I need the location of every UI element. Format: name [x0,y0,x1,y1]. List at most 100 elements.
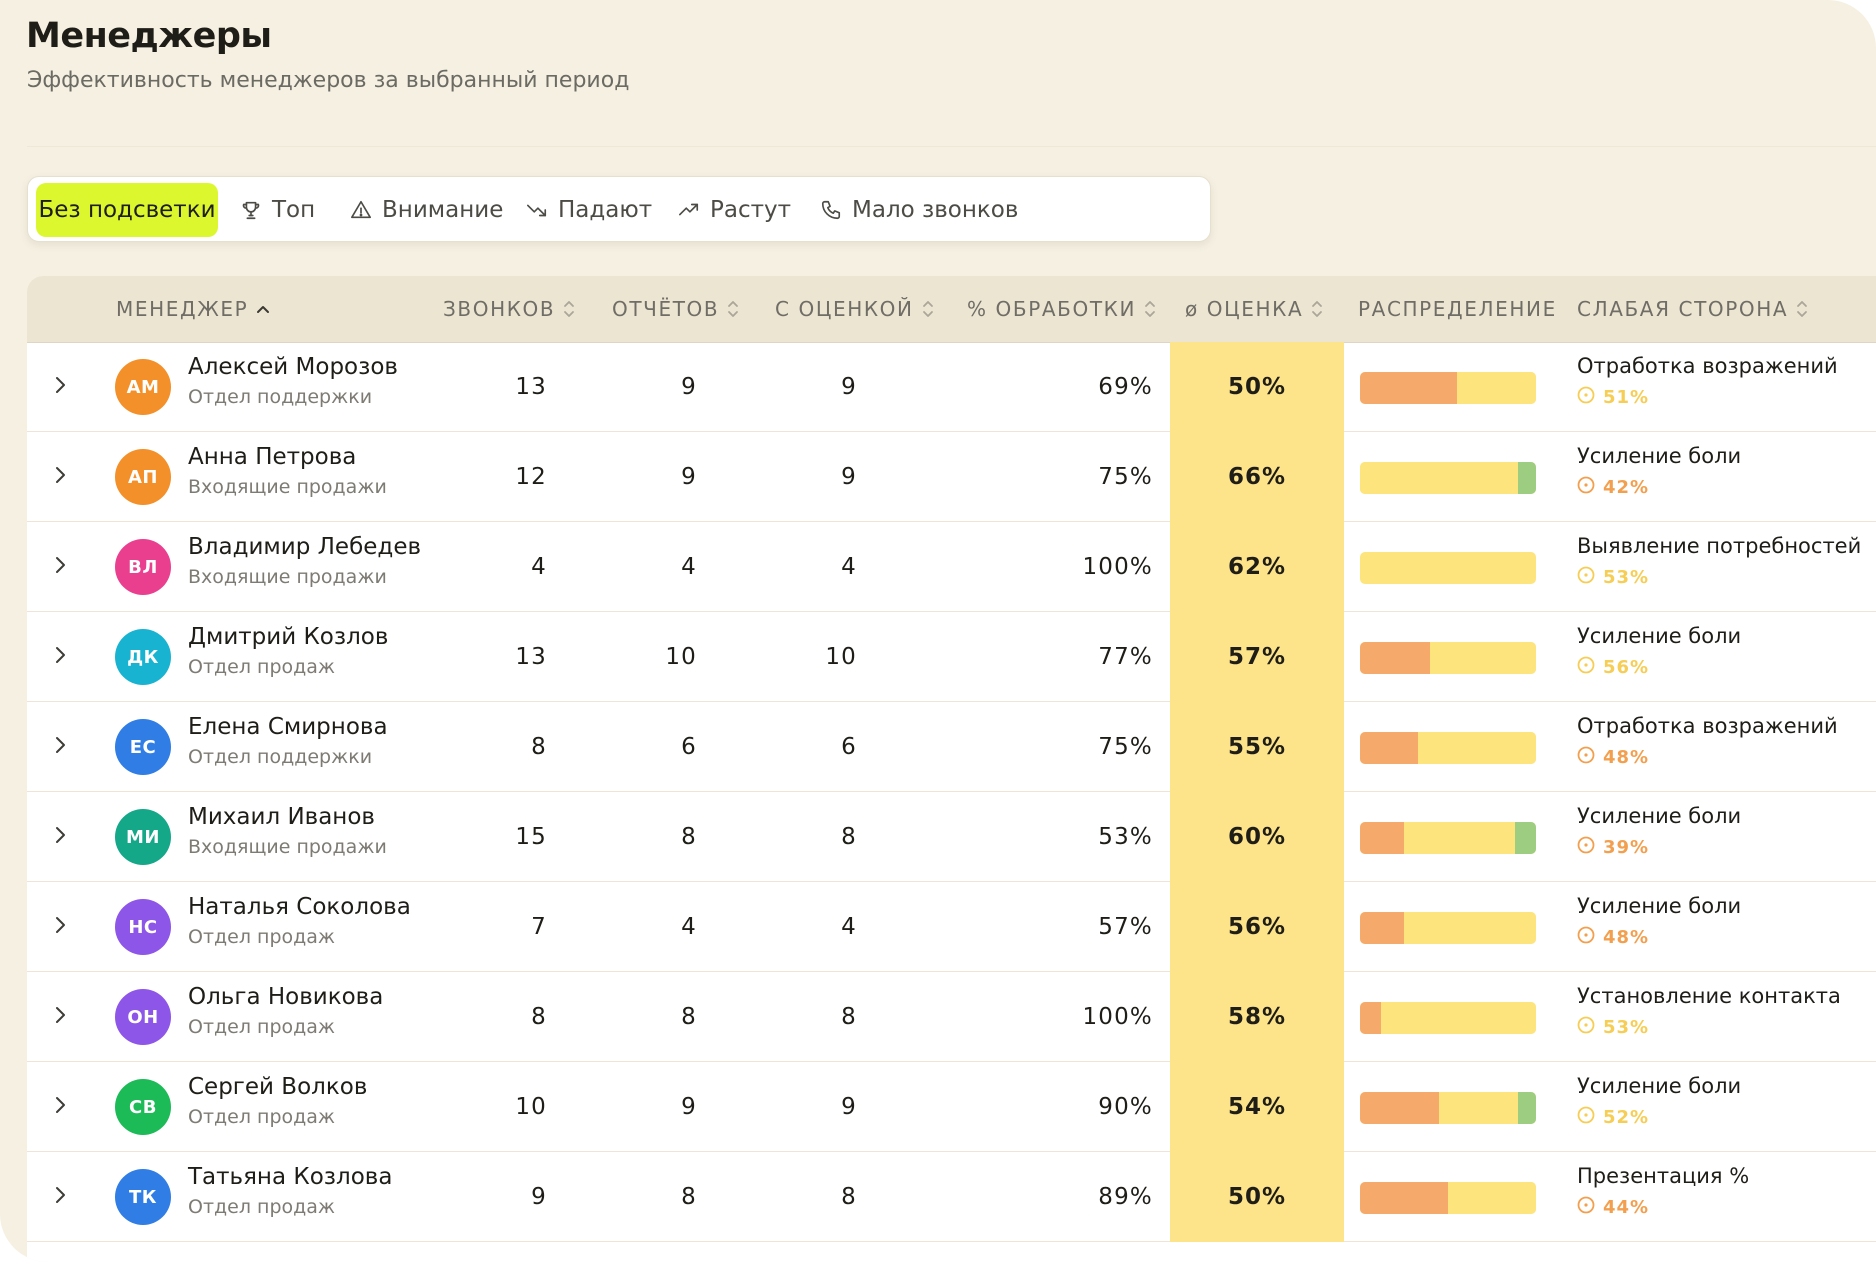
calls-count: 9 [531,1184,547,1210]
column-header-rated[interactable]: С ОЦЕНКОЙ [775,276,934,342]
avg-score-value: 57% [1227,644,1287,670]
column-label: % ОБРАБОТКИ [967,297,1137,321]
weakness-label: Усиление боли [1577,894,1742,918]
calls-count: 12 [515,464,547,490]
page-title: Менеджеры [26,16,272,56]
weakness-percent: 42% [1603,477,1650,498]
table-row[interactable]: ДК Дмитрий Козлов Отдел продаж 13 10 10 77% 57%… [27,612,1876,702]
reports-count: 8 [681,1004,697,1030]
highlight-filter-bar: Без подсветки Топ Внимание Падают Растут [27,176,1211,242]
avg-score: 66% [1170,432,1344,522]
filter-label: Внимание [382,197,504,223]
expand-chevron-icon[interactable] [53,1184,67,1210]
processing-percent: 53% [1098,824,1153,850]
distribution-mid-segment [1439,1092,1519,1124]
manager-name: Ольга Новикова [188,984,384,1010]
avatar-initials: АМ [126,376,160,398]
column-header-weakness[interactable]: СЛАБАЯ СТОРОНА [1577,276,1808,342]
rated-count: 10 [825,644,857,670]
column-label: ø ОЦЕНКА [1185,297,1304,321]
table-row[interactable]: АМ Алексей Морозов Отдел поддержки 13 9 9 69% 5… [27,342,1876,432]
rated-count: 8 [841,824,857,850]
table-row[interactable]: НС Наталья Соколова Отдел продаж 7 4 4 57% 56% У… [27,882,1876,972]
avatar-initials: ОН [127,1006,159,1028]
column-header-calls[interactable]: ЗВОНКОВ [443,276,575,342]
reports-count: 4 [681,914,697,940]
table-row[interactable]: ТК Татьяна Козлова Отдел продаж 9 8 8 89% 50% Пр… [27,1152,1876,1242]
expand-chevron-icon[interactable] [53,1004,67,1030]
distribution-mid-segment [1430,642,1536,674]
distribution-low-segment [1360,912,1404,944]
weakness-label: Отработка возражений [1577,714,1838,738]
table-row[interactable]: ОН Ольга Новикова Отдел продаж 8 8 8 100% 58% Ус… [27,972,1876,1062]
manager-department: Отдел продаж [188,1106,336,1128]
column-label: ЗВОНКОВ [443,297,556,321]
expand-chevron-icon[interactable] [53,824,67,850]
rated-count: 6 [841,734,857,760]
table-row[interactable]: СВ Сергей Волков Отдел продаж 10 9 9 90% 54% Уси… [27,1062,1876,1152]
expand-chevron-icon[interactable] [53,464,67,490]
avatar-initials: АП [128,466,158,488]
distribution-bar [1360,552,1536,584]
processing-percent: 100% [1082,1004,1153,1030]
filter-top[interactable]: Топ [240,183,315,237]
filter-label: Мало звонков [852,197,1019,223]
distribution-low-segment [1360,642,1431,674]
weakness-percent: 56% [1603,657,1650,678]
column-label: ОТЧЁТОВ [612,297,720,321]
filter-attention[interactable]: Внимание [350,183,503,237]
sort-icon [563,300,575,318]
expand-chevron-icon[interactable] [53,644,67,670]
filter-label: Топ [272,197,316,223]
target-icon [1577,566,1595,589]
distribution-mid-segment [1456,372,1536,404]
distribution-mid-segment [1448,1182,1536,1214]
manager-name: Алексей Морозов [188,354,398,380]
expand-chevron-icon[interactable] [53,734,67,760]
weakness-score: 53% [1577,566,1649,589]
distribution-bar [1360,1002,1536,1034]
distribution-low-segment [1360,372,1457,404]
expand-chevron-icon[interactable] [53,374,67,400]
weakness-score: 48% [1577,746,1649,769]
distribution-bar [1360,642,1536,674]
distribution-low-segment [1360,1182,1448,1214]
column-header-distribution: РАСПРЕДЕЛЕНИЕ [1358,276,1557,342]
table-row[interactable]: ЕС Елена Смирнова Отдел поддержки 8 6 6 75% 55%… [27,702,1876,792]
avatar: НС [115,899,171,955]
calls-count: 15 [515,824,547,850]
avatar: ДК [115,629,171,685]
filter-falling[interactable]: Падают [526,183,652,237]
processing-percent: 57% [1098,914,1153,940]
column-header-reports[interactable]: ОТЧЁТОВ [612,276,739,342]
column-header-avg-score[interactable]: ø ОЦЕНКА [1185,276,1323,342]
target-icon [1577,476,1595,499]
column-header-processing[interactable]: % ОБРАБОТКИ [967,276,1156,342]
rated-count: 8 [841,1184,857,1210]
weakness-percent: 48% [1603,927,1650,948]
manager-department: Входящие продажи [188,566,387,588]
avg-score: 55% [1170,702,1344,792]
expand-chevron-icon[interactable] [53,1094,67,1120]
target-icon [1577,1016,1595,1039]
column-header-manager[interactable]: МЕНЕДЖЕР [116,276,270,342]
expand-chevron-icon[interactable] [53,914,67,940]
filter-no-highlight[interactable]: Без подсветки [36,183,218,237]
filter-few-calls[interactable]: Мало звонков [820,183,1018,237]
avg-score-value: 58% [1227,1004,1287,1030]
weakness-score: 56% [1577,656,1649,679]
distribution-bar [1360,822,1536,854]
filter-growing[interactable]: Растут [678,183,791,237]
weakness-percent: 52% [1603,1107,1650,1128]
avatar-initials: ТК [129,1186,157,1208]
avatar: СВ [115,1079,171,1135]
target-icon [1577,926,1595,949]
table-row[interactable]: ВЛ Владимир Лебедев Входящие продажи 4 4 4 100… [27,522,1876,612]
distribution-mid-segment [1418,732,1536,764]
table-row[interactable]: АП Анна Петрова Входящие продажи 12 9 9 75% 66%… [27,432,1876,522]
expand-chevron-icon[interactable] [53,554,67,580]
table-row[interactable]: МИ Михаил Иванов Входящие продажи 15 8 8 53% 60… [27,792,1876,882]
phone-icon [820,199,842,221]
manager-name: Татьяна Козлова [188,1164,393,1190]
calls-count: 7 [531,914,547,940]
